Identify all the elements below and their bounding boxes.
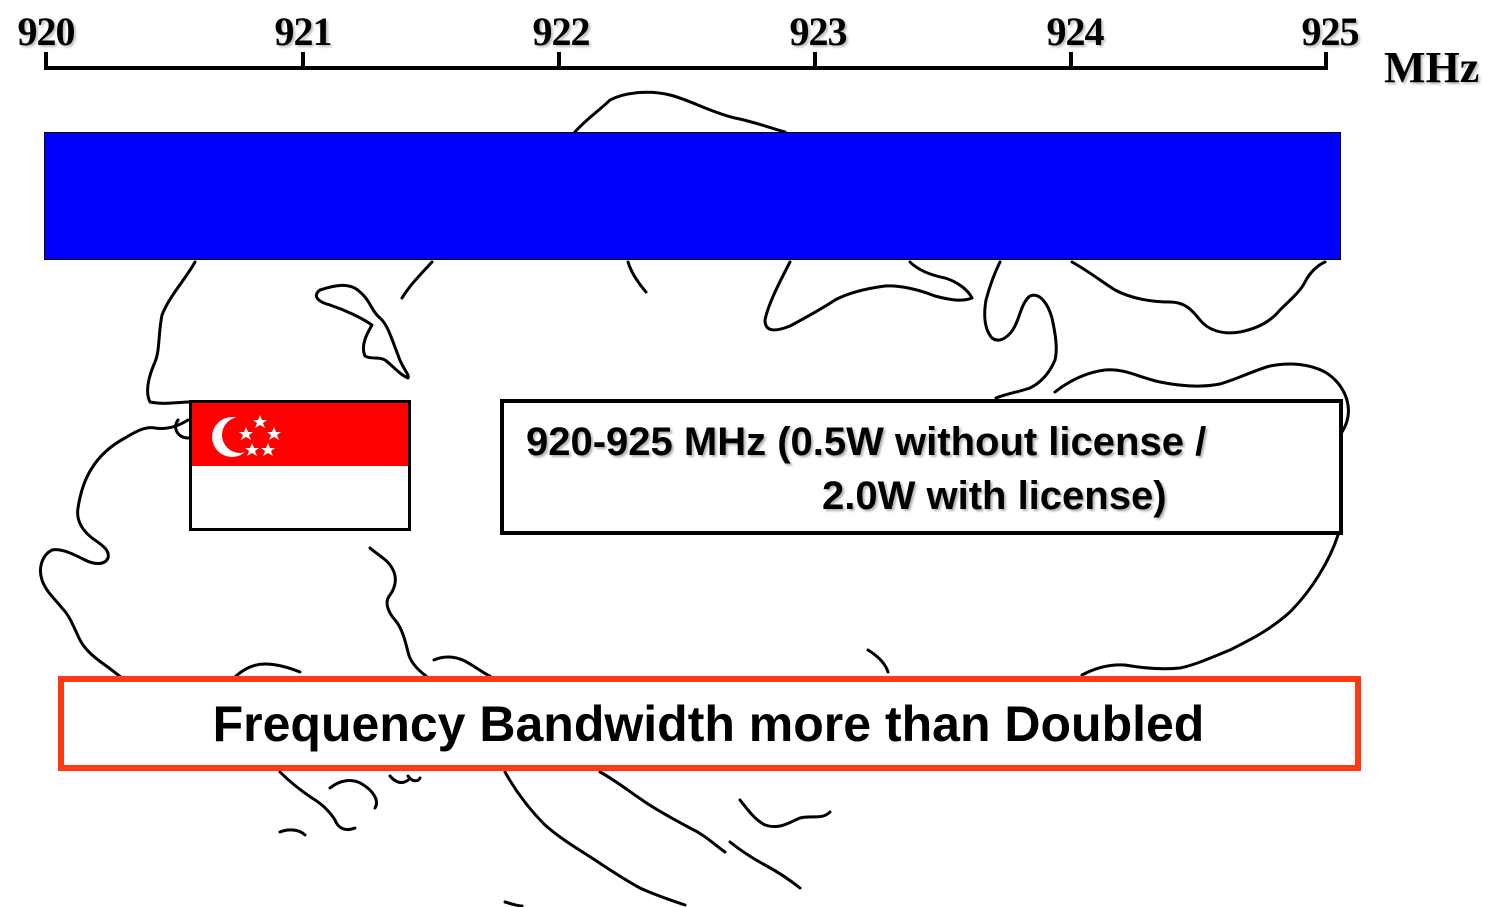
- tick-label-923: 923: [789, 9, 848, 54]
- tick-label-925: 925: [1301, 9, 1360, 54]
- tick-label-924: 924: [1046, 9, 1105, 54]
- tick-mark: [557, 52, 561, 70]
- tick-label-922: 922: [532, 9, 591, 54]
- info-text-line-1: 920-925 MHz (0.5W without license /: [526, 420, 1207, 464]
- singapore-flag: [189, 400, 411, 531]
- tick-label-921: 921: [274, 9, 333, 54]
- tick-mark: [1324, 52, 1328, 70]
- tick-mark: [813, 52, 817, 70]
- regulation-info-box: 920-925 MHz (0.5W without license / 2.0W…: [500, 399, 1343, 535]
- headline-box: Frequency Bandwidth more than Doubled: [58, 676, 1361, 771]
- headline-text: Frequency Bandwidth more than Doubled: [212, 695, 1205, 752]
- unit-label: MHz: [1384, 43, 1480, 92]
- axis-line: [44, 66, 1328, 70]
- crescent-stars-icon: [212, 415, 281, 457]
- info-text-line-2: 2.0W with license): [822, 474, 1167, 518]
- tick-mark: [301, 52, 305, 70]
- tick-mark: [44, 52, 48, 70]
- tick-mark: [1069, 52, 1073, 70]
- tick-label-920: 920: [17, 9, 76, 54]
- frequency-band-bar: [44, 132, 1341, 260]
